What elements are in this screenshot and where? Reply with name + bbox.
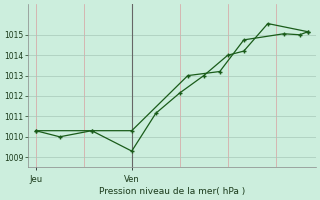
X-axis label: Pression niveau de la mer( hPa ): Pression niveau de la mer( hPa ) — [99, 187, 245, 196]
